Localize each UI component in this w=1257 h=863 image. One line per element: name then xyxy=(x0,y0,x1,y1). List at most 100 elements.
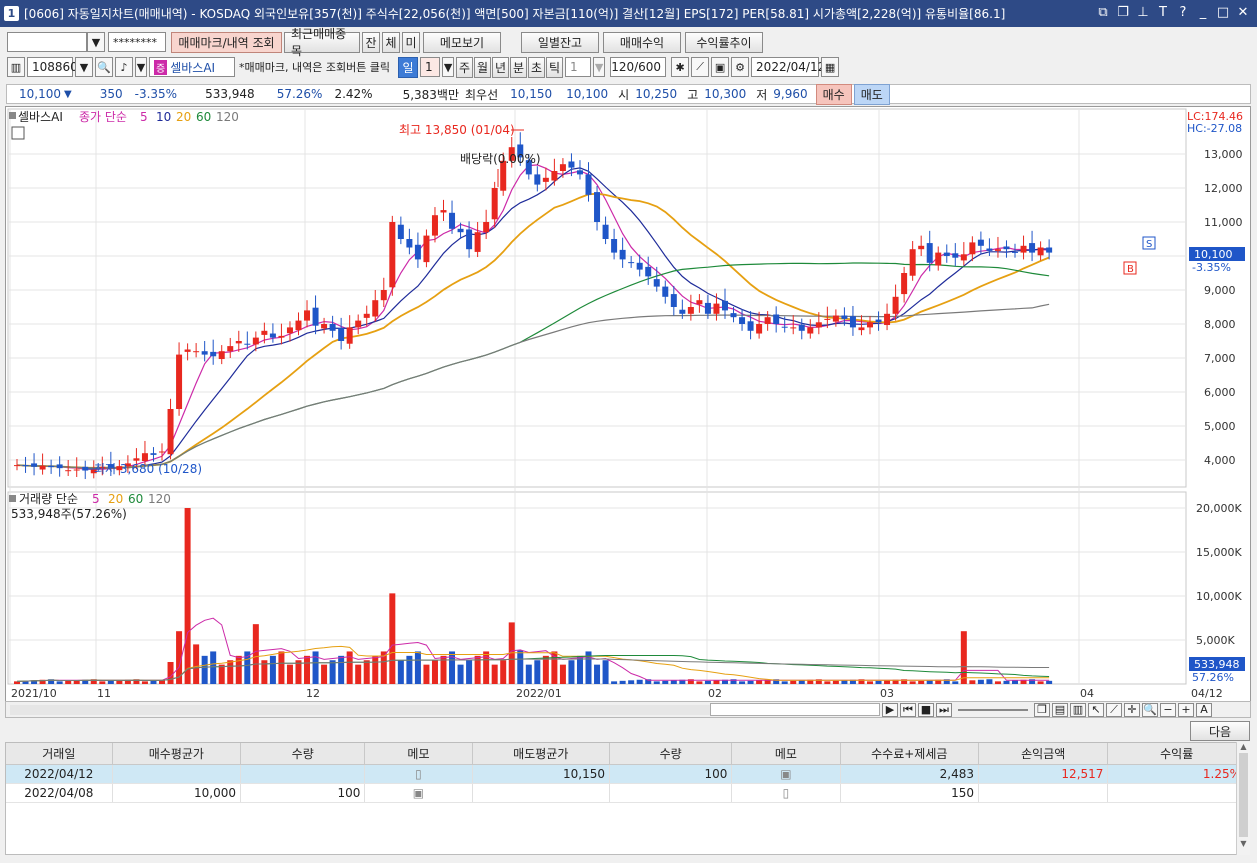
period-month-button[interactable]: 월 xyxy=(474,56,492,78)
line-tool-icon[interactable]: ↖ xyxy=(1088,702,1104,717)
trade-mark-query-button[interactable]: 매매마크/내역 조회 xyxy=(171,31,282,53)
candle-body xyxy=(517,144,524,158)
col-fee[interactable]: 수수료+제세금 xyxy=(840,743,980,765)
gear-icon[interactable]: ⚙ xyxy=(731,57,750,77)
trend-icon[interactable]: ⟋ xyxy=(1106,702,1122,717)
account-dropdown-icon[interactable]: ▼ xyxy=(87,32,105,52)
save-icon[interactable]: ▣ xyxy=(711,57,730,77)
memo-icon[interactable]: ▯ xyxy=(364,764,473,784)
scroll-track[interactable] xyxy=(10,704,710,715)
table-scroll-thumb[interactable] xyxy=(1239,753,1248,837)
period-second-button[interactable]: 초 xyxy=(528,56,546,78)
col-sell-avg[interactable]: 매도평균가 xyxy=(472,743,611,765)
zoom-slider[interactable] xyxy=(958,708,1028,711)
buy-button[interactable]: 매수 xyxy=(815,83,852,105)
trade-profit-button[interactable]: 매매수익 xyxy=(603,31,681,53)
zoom-icon[interactable]: 🔍 xyxy=(1142,702,1158,717)
period-tick-button[interactable]: 틱 xyxy=(546,56,564,78)
sell-button[interactable]: 매도 xyxy=(853,83,890,105)
copy-icon[interactable]: ❐ xyxy=(1034,702,1050,717)
scroll-thumb[interactable] xyxy=(710,703,880,716)
speaker-icon[interactable]: ♪ xyxy=(115,57,133,77)
candle-body xyxy=(670,294,677,307)
table-row[interactable]: 2022/04/08 10,000 100 ▣ ▯ 150 xyxy=(6,783,1246,803)
return-trend-button[interactable]: 수익률추이 xyxy=(685,31,763,53)
scroll-down-icon[interactable]: ▼ xyxy=(1240,839,1247,848)
scroll-up-icon[interactable]: ▲ xyxy=(1240,742,1247,751)
help-icon[interactable]: ? xyxy=(1179,5,1187,20)
volume-bar xyxy=(150,680,157,684)
tick-value-input[interactable]: 1 xyxy=(565,57,592,77)
password-input[interactable]: ******** xyxy=(108,32,166,52)
chart-scrollbar[interactable]: ▶ ⏮ ■ ⏭ ❐ ▤ ▥ ↖ ⟋ ✛ 🔍 − + A xyxy=(5,701,1251,718)
period-week-button[interactable]: 주 xyxy=(456,56,474,78)
stock-name-field[interactable]: 증 셀바스AI xyxy=(149,57,235,77)
recent-trades-button[interactable]: 최근매매종목 xyxy=(284,27,360,58)
panel-icon[interactable]: ▤ xyxy=(1052,702,1068,717)
count-input[interactable]: 120/600 xyxy=(610,57,667,77)
plus-icon[interactable]: + xyxy=(1178,702,1194,717)
speaker-dropdown-icon[interactable]: ▼ xyxy=(135,57,147,77)
drawing-icon[interactable]: ⟋ xyxy=(691,57,710,77)
memo-add-icon[interactable]: ▣ xyxy=(731,764,841,784)
cross-icon[interactable]: ✛ xyxy=(1124,702,1140,717)
candle-body xyxy=(568,161,575,168)
balance-button[interactable]: 잔 xyxy=(362,31,380,53)
last-icon[interactable]: ⏭ xyxy=(936,702,952,717)
col-sell-qty[interactable]: 수량 xyxy=(609,743,733,765)
link-icon[interactable]: ⧉ xyxy=(1098,5,1108,20)
maximize-icon[interactable]: □ xyxy=(1216,5,1230,20)
col-buy-avg[interactable]: 매수평균가 xyxy=(112,743,242,765)
col-buy-qty[interactable]: 수량 xyxy=(240,743,366,765)
period-value-input[interactable]: 1 xyxy=(420,57,441,77)
font-icon[interactable]: T xyxy=(1159,5,1167,20)
scroll-right-icon[interactable]: ▶ xyxy=(882,702,898,717)
text-icon[interactable]: A xyxy=(1196,702,1212,717)
indicator-icon[interactable]: ✱ xyxy=(671,57,690,77)
date-input[interactable]: 2022/04/12 xyxy=(751,57,825,77)
close-icon[interactable]: ✕ xyxy=(1237,5,1249,20)
copy-icon[interactable]: ❐ xyxy=(1117,5,1129,20)
col-sell-memo[interactable]: 메모 xyxy=(731,743,841,765)
memo-view-button[interactable]: 메모보기 xyxy=(423,31,501,53)
period-day-button[interactable]: 일 xyxy=(398,56,419,78)
cell-return xyxy=(1107,783,1246,803)
minus-icon[interactable]: − xyxy=(1160,702,1176,717)
chart-area[interactable]: 13,00012,00011,00010,0009,0008,0007,0006… xyxy=(5,106,1251,702)
account-input[interactable] xyxy=(7,32,87,52)
stop-icon[interactable]: ■ xyxy=(918,702,934,717)
calendar-icon[interactable]: ▦ xyxy=(821,57,840,77)
candle-body xyxy=(355,320,362,328)
period-dropdown-icon[interactable]: ▼ xyxy=(442,57,455,77)
period-year-button[interactable]: 년 xyxy=(492,56,510,78)
minimize-icon[interactable]: _ xyxy=(1199,5,1207,20)
memo-icon[interactable]: ▯ xyxy=(731,783,841,803)
cell-buy-qty xyxy=(240,764,366,784)
col-profit[interactable]: 손익금액 xyxy=(978,743,1109,765)
period-minute-button[interactable]: 분 xyxy=(510,56,528,78)
search-icon[interactable]: 🔍 xyxy=(95,57,113,77)
table-row[interactable]: 2022/04/12 ▯ 10,150 100 ▣ 2,483 12,517 1… xyxy=(6,764,1246,784)
table-icon[interactable] xyxy=(11,126,25,140)
stock-code-input[interactable]: 108860 xyxy=(27,57,78,77)
table-scrollbar[interactable]: ▲ ▼ xyxy=(1236,742,1250,855)
code-dropdown-icon[interactable]: ▼ xyxy=(75,57,93,77)
memo-add-icon[interactable]: ▣ xyxy=(364,783,473,803)
candle-body xyxy=(389,222,396,288)
col-return[interactable]: 수익률 xyxy=(1107,743,1246,765)
candle-body xyxy=(457,228,464,233)
unexecuted-button[interactable]: 미 xyxy=(402,31,420,53)
col-buy-memo[interactable]: 메모 xyxy=(364,743,473,765)
candle-body xyxy=(1003,246,1010,250)
volume-bar xyxy=(935,679,942,684)
pin-icon[interactable]: ⊥ xyxy=(1137,5,1149,20)
next-button[interactable]: 다음 xyxy=(1190,721,1250,741)
tick-dropdown-icon[interactable]: ▼ xyxy=(593,57,606,77)
volume-bar xyxy=(517,650,524,684)
layout-icon[interactable]: ▥ xyxy=(7,57,25,77)
col-trade-date[interactable]: 거래일 xyxy=(6,743,113,765)
executed-button[interactable]: 체 xyxy=(382,31,400,53)
first-icon[interactable]: ⏮ xyxy=(900,702,916,717)
layout-icon[interactable]: ▥ xyxy=(1070,702,1086,717)
daily-balance-button[interactable]: 일별잔고 xyxy=(521,31,599,53)
